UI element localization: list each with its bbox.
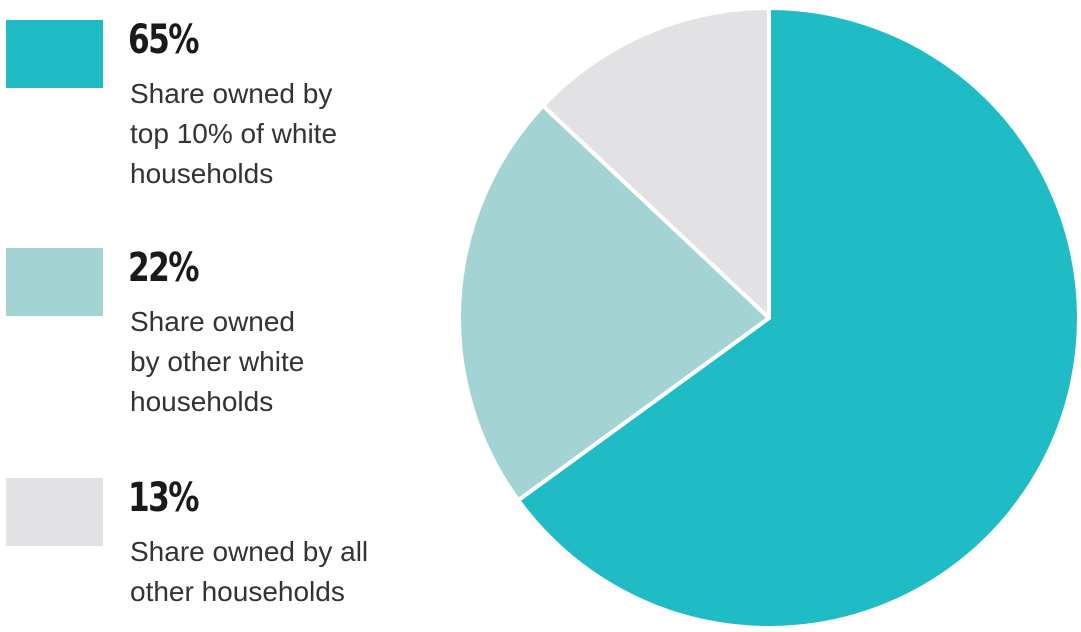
- legend-label: Share owned by top 10% of white househol…: [130, 78, 338, 189]
- legend-swatch-top10-white: [6, 20, 103, 88]
- legend-percent: 65%: [128, 17, 200, 63]
- pie-slice-top10-white: [516, 6, 1081, 630]
- legend-percent: 22%: [128, 245, 200, 291]
- legend-label: Share owned by other white households: [130, 306, 305, 417]
- legend-percent: 13%: [128, 475, 200, 521]
- pie-slice-all-other: [541, 6, 771, 320]
- legend-swatch-all-other: [6, 478, 103, 546]
- legend-swatch-other-white: [6, 248, 103, 316]
- pie-slice-other-white: [457, 103, 771, 503]
- pie-chart: [457, 6, 1081, 630]
- legend-label: Share owned by all other households: [130, 536, 369, 607]
- chart-legend: 65% Share owned by top 10% of white hous…: [0, 0, 460, 632]
